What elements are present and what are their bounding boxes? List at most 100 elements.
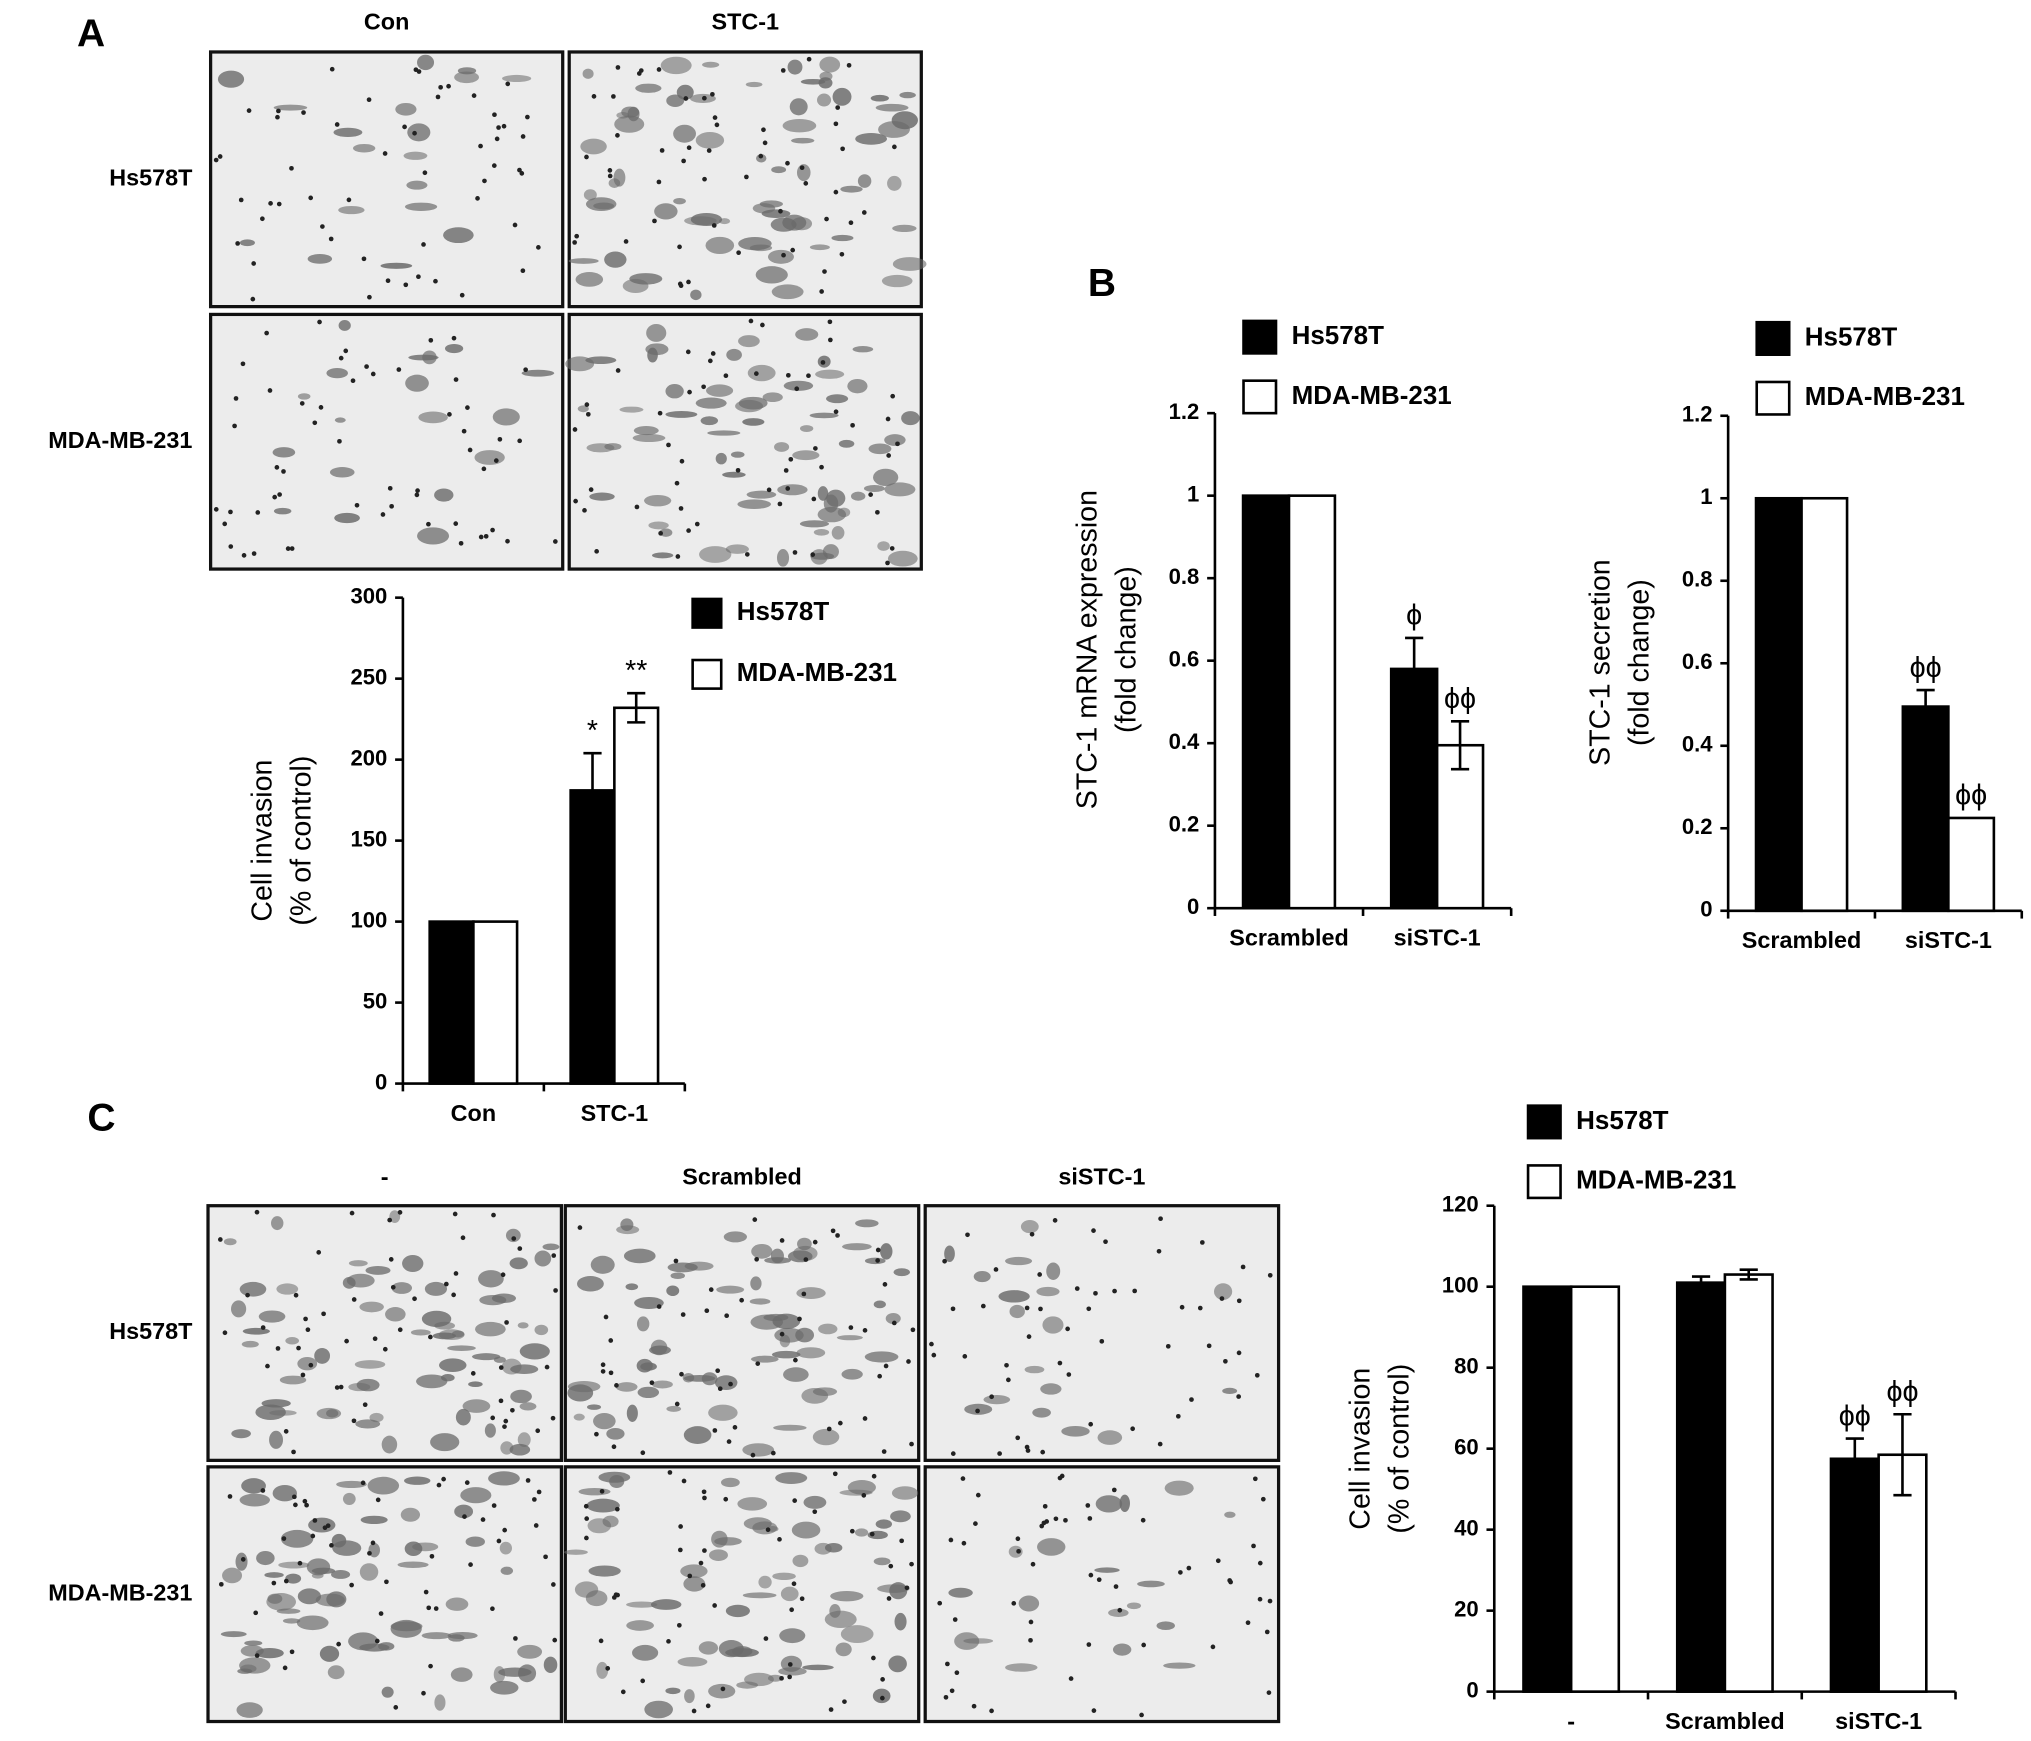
pore: [1236, 1394, 1241, 1399]
significance-label: ϕϕ: [1910, 652, 1942, 684]
cell: [841, 1368, 863, 1380]
pore: [501, 123, 507, 129]
cell: [367, 1476, 400, 1495]
pore: [937, 1600, 943, 1606]
pore: [599, 1488, 605, 1494]
pore: [213, 157, 219, 163]
pore: [367, 294, 372, 300]
cell: [604, 443, 622, 451]
cell: [1112, 1643, 1132, 1656]
pore: [686, 279, 691, 285]
pore: [1065, 1326, 1070, 1332]
pore: [349, 1582, 354, 1588]
pore: [453, 1271, 459, 1276]
pore: [1257, 1596, 1263, 1602]
pore: [832, 1471, 838, 1477]
pore: [615, 65, 621, 70]
cell: [620, 1218, 634, 1231]
pore: [611, 1595, 617, 1600]
cell: [824, 1610, 857, 1629]
pore: [584, 402, 590, 407]
cell: [493, 1666, 506, 1683]
cell: [338, 320, 351, 331]
pore: [292, 1494, 297, 1500]
pore: [1015, 1435, 1021, 1441]
cell: [711, 1530, 728, 1548]
cell: [348, 1382, 371, 1392]
pore: [1011, 1601, 1017, 1606]
cell: [644, 1700, 673, 1719]
pore: [1197, 1305, 1203, 1311]
legend-swatch: [691, 597, 723, 629]
pore: [888, 1563, 894, 1569]
pore: [812, 1509, 818, 1514]
pore: [755, 1361, 761, 1366]
cell: [783, 380, 814, 391]
pore: [271, 1580, 277, 1586]
cell: [877, 541, 890, 551]
pore: [276, 201, 282, 207]
pore: [285, 546, 291, 551]
pore: [806, 56, 812, 62]
pore: [1200, 1240, 1205, 1245]
cell: [751, 1243, 773, 1259]
cell: [725, 544, 749, 554]
cell: [770, 217, 797, 232]
pore: [272, 494, 278, 500]
pore: [362, 1402, 368, 1408]
cell: [264, 1572, 284, 1578]
cell: [608, 178, 621, 188]
cell: [708, 1549, 728, 1562]
pore: [674, 1401, 680, 1407]
cell: [269, 1430, 284, 1449]
pore: [451, 335, 457, 341]
pore: [1068, 1676, 1074, 1681]
pore: [681, 158, 686, 164]
pore: [1112, 1288, 1117, 1294]
pore: [351, 1297, 357, 1302]
cell: [708, 1683, 736, 1699]
pore: [1266, 1690, 1272, 1695]
cell: [799, 520, 829, 528]
pore: [739, 1297, 744, 1303]
pore: [1091, 1228, 1096, 1233]
pore: [656, 1304, 662, 1309]
cell: [273, 104, 308, 111]
cell: [465, 1536, 485, 1547]
pore: [511, 1236, 517, 1241]
pore: [803, 181, 809, 186]
pore: [679, 458, 685, 464]
pore: [483, 533, 489, 539]
pore: [296, 1345, 301, 1351]
cell: [217, 70, 245, 88]
cell: [242, 1327, 270, 1335]
bar: [1800, 496, 1849, 913]
cell: [327, 1665, 345, 1680]
pore: [289, 165, 294, 171]
cell: [813, 529, 830, 536]
cell: [823, 494, 839, 513]
pore: [691, 1708, 697, 1714]
cell: [963, 1638, 994, 1644]
cell: [875, 103, 909, 112]
pore: [710, 351, 716, 356]
cell: [359, 1643, 390, 1652]
cell: [847, 378, 868, 394]
cell: [1009, 1304, 1025, 1319]
cell: [586, 1498, 620, 1513]
pore: [334, 122, 340, 127]
cell: [1046, 1262, 1061, 1280]
pore: [260, 1488, 266, 1493]
pore: [504, 1320, 509, 1325]
cell: [894, 1612, 907, 1631]
error-bar: [627, 691, 646, 724]
cell: [353, 143, 376, 153]
pore: [536, 1489, 542, 1495]
pore: [1053, 1516, 1059, 1522]
cell: [499, 1541, 512, 1555]
pore: [779, 1675, 784, 1681]
cell: [749, 1298, 771, 1305]
pore: [337, 438, 342, 444]
pore: [552, 1637, 558, 1643]
